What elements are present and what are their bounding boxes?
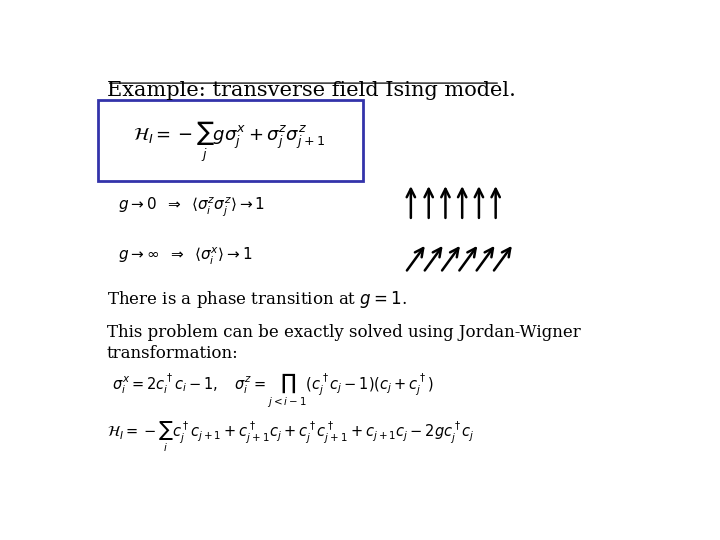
Text: $\mathcal{H}_I = -\sum_i c_j^\dagger c_{j+1} + c_{j+1}^\dagger c_j+ c_j^\dagger : $\mathcal{H}_I = -\sum_i c_j^\dagger c_{… <box>107 420 474 454</box>
Text: $\mathcal{H}_I = -\sum_j g\sigma_j^x + \sigma_j^z\sigma_{j+1}^z$: $\mathcal{H}_I = -\sum_j g\sigma_j^x + \… <box>133 119 325 164</box>
Text: $g \rightarrow \infty\;\;\Rightarrow\;\; \langle\sigma_i^x\rangle \rightarrow 1$: $g \rightarrow \infty\;\;\Rightarrow\;\;… <box>118 246 252 267</box>
Text: Example: transverse field Ising model.: Example: transverse field Ising model. <box>107 82 516 100</box>
Text: transformation:: transformation: <box>107 345 238 362</box>
Text: $\sigma_i^x = 2c_i^\dagger c_i - 1,\quad\sigma_i^z = \prod_{j<i-1}(c_j^\dagger c: $\sigma_i^x = 2c_i^\dagger c_i - 1,\quad… <box>112 372 434 410</box>
FancyBboxPatch shape <box>99 100 364 181</box>
Text: $g \rightarrow 0\;\;\Rightarrow\;\; \langle\sigma_i^z\sigma_j^z\rangle \rightarr: $g \rightarrow 0\;\;\Rightarrow\;\; \lan… <box>118 195 265 218</box>
Text: There is a phase transition at $g=1$.: There is a phase transition at $g=1$. <box>107 289 407 310</box>
Text: This problem can be exactly solved using Jordan-Wigner: This problem can be exactly solved using… <box>107 325 580 341</box>
